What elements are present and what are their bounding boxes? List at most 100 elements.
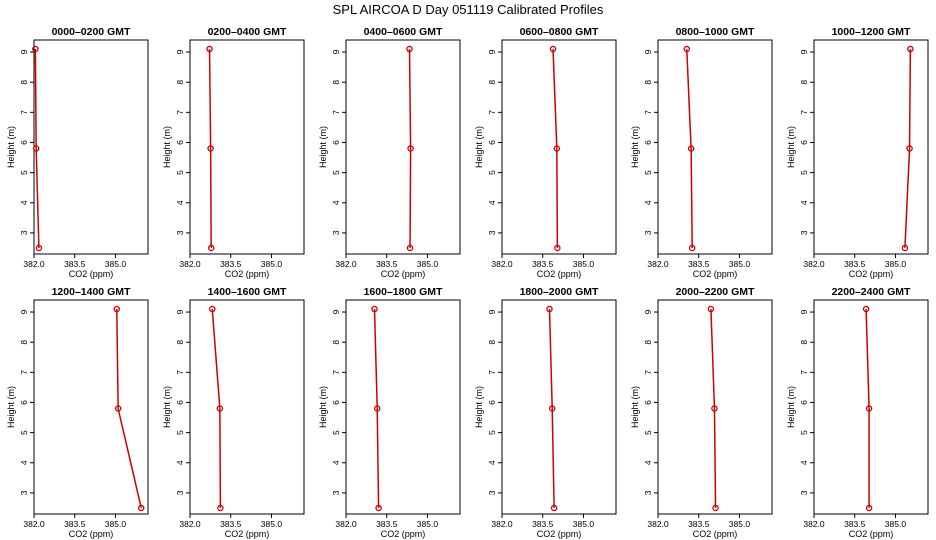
panel-title: 0400–0600 GMT [364, 26, 443, 38]
y-tick-label: 8 [175, 80, 185, 85]
data-point [371, 305, 378, 313]
profile-line [904, 49, 912, 249]
panel-title: 1200–1400 GMT [52, 286, 131, 298]
y-tick-label: 8 [331, 340, 341, 345]
panel-title: 2200–2400 GMT [832, 286, 911, 298]
profile-line [408, 49, 412, 248]
profile-line [373, 309, 380, 508]
data-point [373, 405, 381, 412]
x-tick-label: 385.0 [729, 519, 751, 529]
y-tick-label: 5 [643, 170, 653, 175]
y-axis-label: Height (m) [474, 126, 484, 168]
profile-line [865, 309, 870, 508]
y-tick-label: 8 [175, 340, 185, 345]
x-axis-label: CO2 (ppm) [537, 269, 582, 279]
profile-line [552, 49, 559, 248]
y-tick-label: 5 [19, 430, 29, 435]
y-tick-label: 8 [799, 80, 809, 85]
y-tick-label: 5 [643, 430, 653, 435]
data-point [901, 244, 909, 252]
x-tick-label: 385.0 [105, 519, 127, 529]
data-point [548, 405, 556, 412]
plot-frame [345, 299, 461, 515]
y-tick-label: 4 [175, 460, 185, 465]
x-axis-label: CO2 (ppm) [693, 529, 738, 539]
x-tick-label: 385.0 [261, 519, 283, 529]
y-tick-label: 3 [331, 230, 341, 235]
x-tick-label: 383.5 [220, 519, 242, 529]
y-tick-label: 6 [799, 400, 809, 405]
x-tick-label: 382.0 [491, 259, 513, 269]
x-tick-label: 383.5 [220, 259, 242, 269]
x-tick-label: 383.5 [844, 259, 866, 269]
profile-panel: 0800–1000 GMT 382.0 383.5 385.0 3 4 5 6 7 8 9 CO2 (… [630, 26, 773, 279]
y-tick-label: 7 [331, 370, 341, 375]
x-tick-label: 385.0 [417, 259, 439, 269]
x-tick-label: 383.5 [844, 519, 866, 529]
data-point [687, 145, 695, 152]
y-tick-label: 8 [487, 340, 497, 345]
y-axis-label: Height (m) [630, 386, 640, 428]
y-tick-label: 3 [331, 490, 341, 495]
y-axis-label: Height (m) [630, 126, 640, 168]
y-tick-label: 9 [487, 309, 497, 314]
y-tick-label: 5 [331, 170, 341, 175]
profile-panel: 2000–2200 GMT 382.0 383.5 385.0 3 4 5 6 7 8 9 CO2 (… [630, 286, 773, 539]
y-tick-label: 5 [799, 170, 809, 175]
profile-panel: 1200–1400 GMT 382.0 383.5 385.0 3 4 5 6 7 8 9 CO2 (… [6, 286, 149, 539]
profile-panel: 1800–2000 GMT 382.0 383.5 385.0 3 4 5 6 7 8 9 CO2 (… [474, 286, 617, 539]
y-tick-label: 7 [799, 110, 809, 115]
data-point [683, 45, 691, 53]
data-point [35, 244, 43, 252]
panel-title: 0800–1000 GMT [676, 26, 755, 38]
x-axis-label: CO2 (ppm) [381, 269, 426, 279]
y-tick-label: 7 [487, 370, 497, 375]
plot-frame [189, 39, 305, 255]
y-tick-label: 9 [643, 309, 653, 314]
profile-line [211, 308, 222, 508]
y-tick-label: 4 [175, 200, 185, 205]
plot-frame [657, 299, 773, 515]
x-tick-label: 382.0 [179, 259, 201, 269]
y-tick-label: 7 [19, 110, 29, 115]
y-axis-label: Height (m) [786, 126, 796, 168]
y-tick-label: 9 [331, 49, 341, 54]
data-point [546, 305, 553, 313]
x-tick-label: 383.5 [64, 519, 86, 529]
y-tick-label: 6 [643, 140, 653, 145]
plot-frame [189, 299, 305, 515]
y-tick-label: 4 [487, 200, 497, 205]
x-tick-label: 385.0 [573, 259, 595, 269]
y-tick-label: 4 [799, 200, 809, 205]
x-axis-label: CO2 (ppm) [693, 269, 738, 279]
x-tick-label: 382.0 [23, 259, 45, 269]
y-tick-label: 9 [19, 309, 29, 314]
y-tick-label: 7 [799, 370, 809, 375]
y-tick-label: 5 [331, 430, 341, 435]
y-tick-label: 4 [487, 460, 497, 465]
x-tick-label: 382.0 [23, 519, 45, 529]
data-point [114, 405, 122, 412]
data-point [32, 45, 39, 53]
y-tick-label: 5 [175, 430, 185, 435]
profile-panel: 0600–0800 GMT 382.0 383.5 385.0 3 4 5 6 7 8 9 CO2 (… [474, 26, 617, 279]
x-tick-label: 385.0 [729, 259, 751, 269]
x-tick-label: 382.0 [491, 519, 513, 529]
plot-frame [33, 299, 149, 515]
panel-title: 1000–1200 GMT [832, 26, 911, 38]
y-tick-label: 6 [487, 140, 497, 145]
x-tick-label: 382.0 [335, 519, 357, 529]
profile-panel: 0400–0600 GMT 382.0 383.5 385.0 3 4 5 6 7 8 9 CO2 (… [318, 26, 461, 279]
data-point [207, 145, 214, 152]
data-point [407, 145, 414, 152]
data-point [707, 305, 715, 313]
y-tick-label: 7 [331, 110, 341, 115]
data-point [549, 45, 557, 53]
panel-title: 0600–0800 GMT [520, 26, 599, 38]
y-tick-label: 8 [19, 340, 29, 345]
y-axis-label: Height (m) [474, 386, 484, 428]
y-tick-label: 9 [799, 49, 809, 54]
y-tick-label: 3 [799, 230, 809, 235]
data-point [711, 405, 718, 412]
